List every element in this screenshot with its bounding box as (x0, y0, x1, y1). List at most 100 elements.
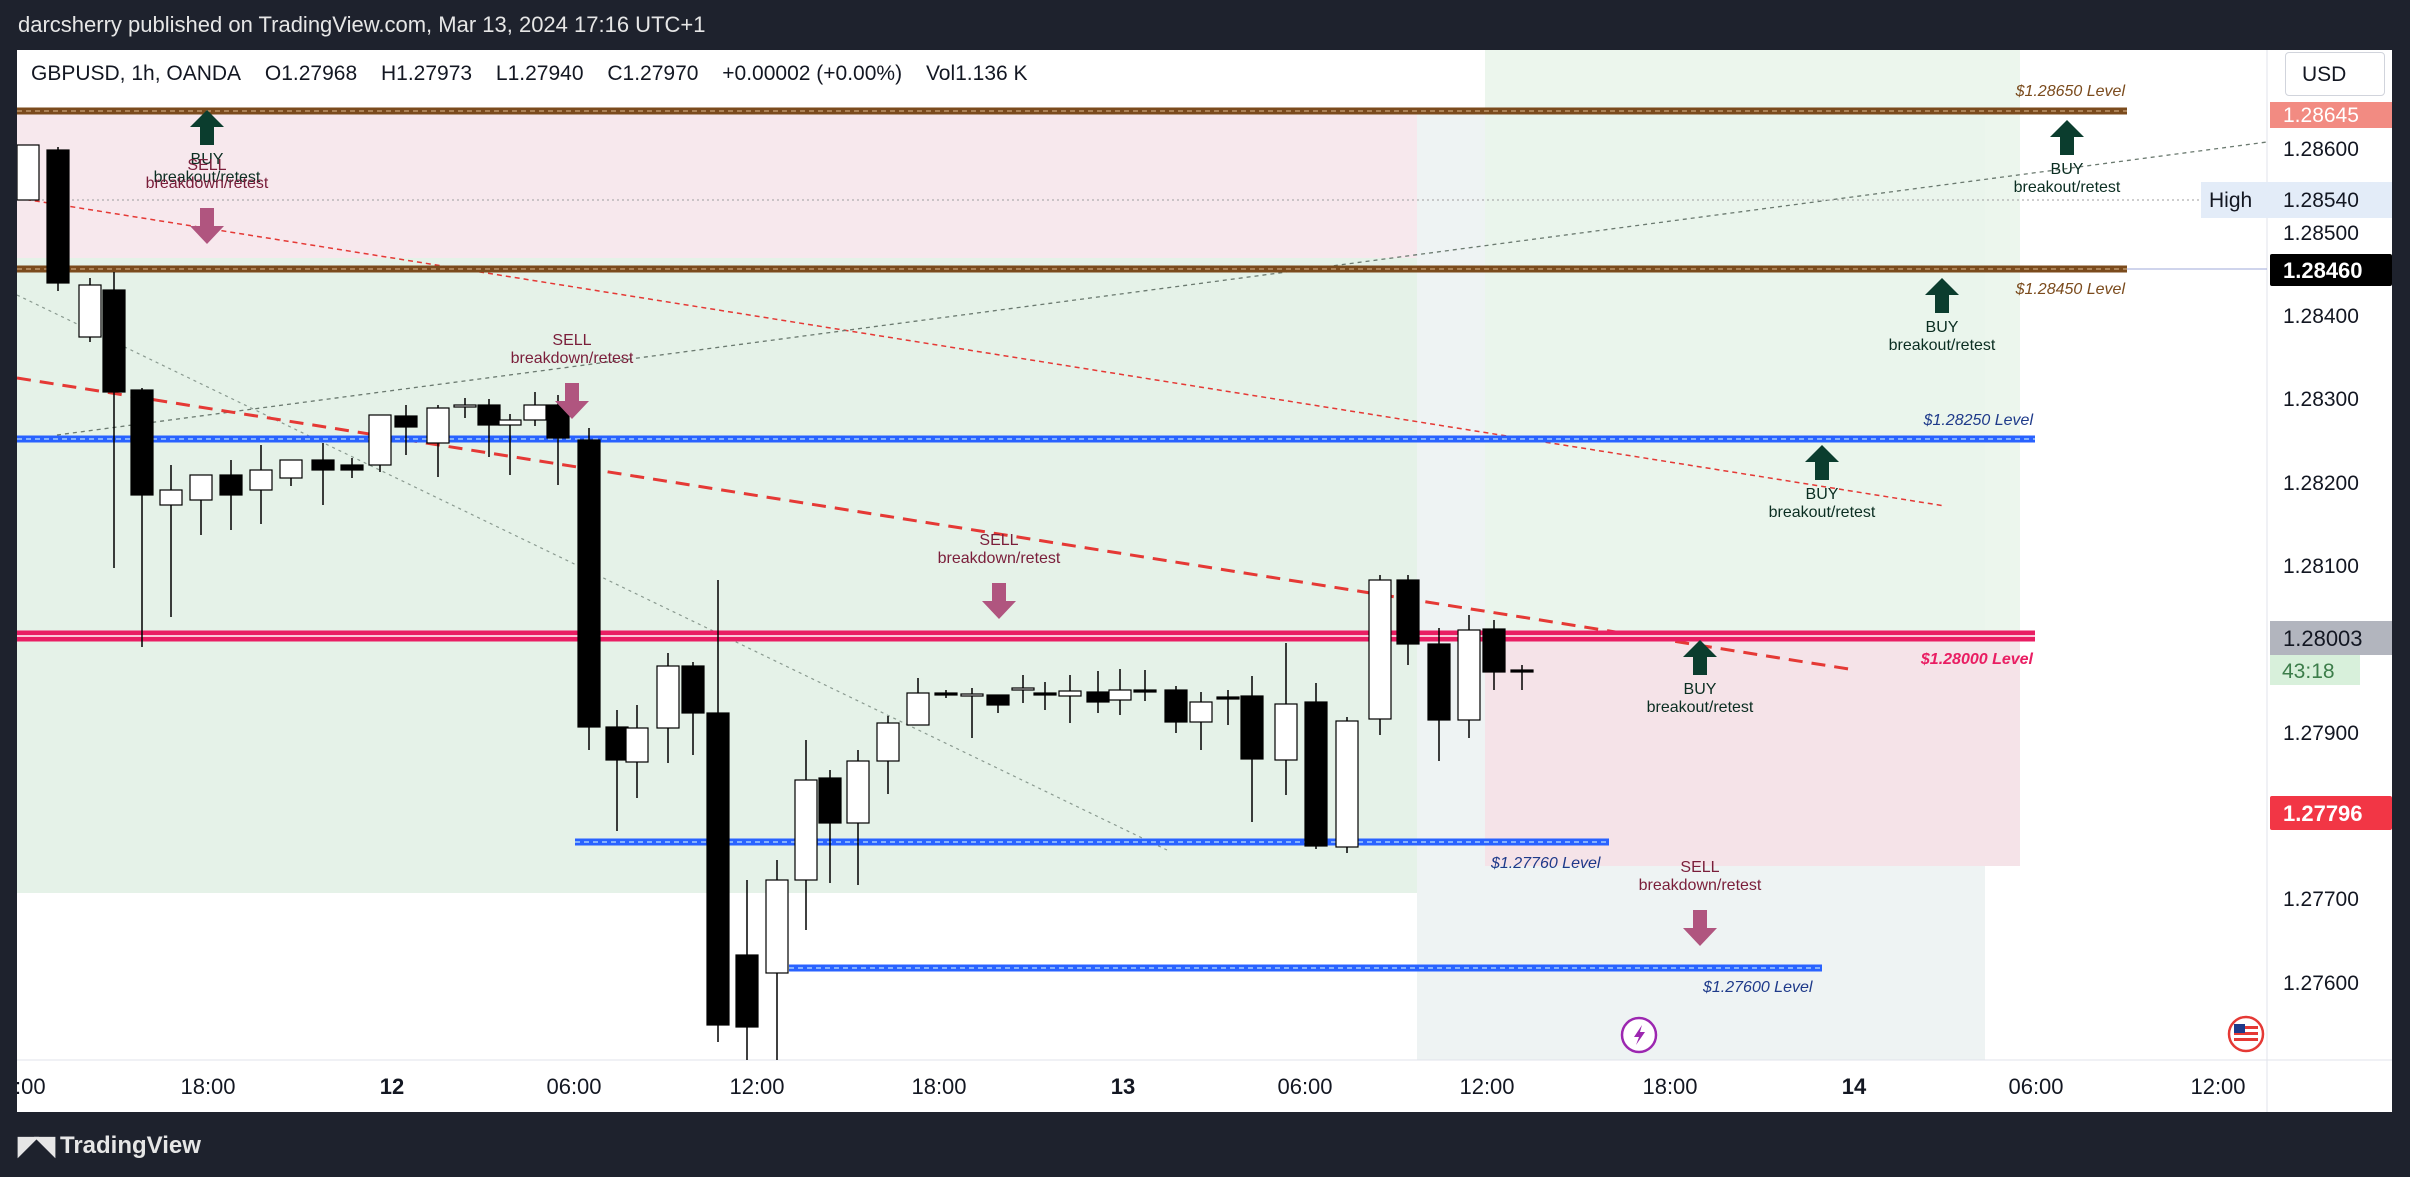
candle-body[interactable] (1164, 689, 1188, 723)
candle-body[interactable] (1368, 579, 1392, 720)
candle-body[interactable] (1274, 703, 1298, 761)
candle-body[interactable] (625, 727, 649, 763)
candle-body[interactable] (1427, 643, 1451, 721)
candle-body[interactable] (453, 404, 477, 408)
candle-body[interactable] (368, 414, 392, 466)
candle-body[interactable] (681, 665, 705, 714)
candle-body[interactable] (340, 464, 364, 471)
candle-body[interactable] (523, 404, 547, 421)
candle-body[interactable] (546, 404, 570, 439)
red-price-value: 1.27796 (2283, 801, 2363, 826)
time-axis-area (17, 1060, 2267, 1112)
candle-body[interactable] (1108, 689, 1132, 701)
candle-body[interactable] (189, 474, 213, 501)
time-axis[interactable]: :00 18:00 12 06:00 12:00 18:00 13 06:00 … (17, 1074, 2246, 1099)
countdown-bg (2270, 655, 2360, 685)
price-axis[interactable]: 1.28600 1.28500 1.28400 1.28300 1.28200 … (2201, 102, 2392, 995)
signal-detail-label: breakdown/retest (1639, 877, 1762, 894)
price-tick: 1.28500 (2283, 222, 2359, 245)
candle-body[interactable] (934, 692, 958, 696)
signal-detail-label: breakout/retest (1769, 504, 1876, 521)
us-flag-icon[interactable] (2227, 1015, 2265, 1053)
candle-body[interactable] (219, 474, 243, 496)
time-tick: 18:00 (1642, 1074, 1697, 1099)
candle-body[interactable] (986, 694, 1010, 706)
candle-body[interactable] (426, 407, 450, 444)
candle-body[interactable] (818, 777, 842, 824)
symbol-legend[interactable]: GBPUSD, 1h, OANDA O1.27968 H1.27973 L1.2… (31, 62, 1046, 86)
candle-body[interactable] (1240, 695, 1264, 760)
price-tick: 1.27900 (2283, 722, 2359, 745)
candle-body[interactable] (1189, 701, 1213, 723)
ohlc-close: C1.27970 (607, 62, 699, 85)
candlestick-series[interactable] (17, 144, 1534, 1060)
signal-type-label: BUY (1684, 681, 1717, 698)
trendline-falling-dashed[interactable] (17, 197, 1946, 507)
candle-body[interactable] (1086, 691, 1110, 703)
symbol-name[interactable]: GBPUSD, 1h, OANDA (31, 62, 242, 85)
ohlc-high: H1.27973 (381, 62, 473, 85)
tradingview-brand[interactable]: ◤◥ TradingView (18, 1130, 201, 1161)
candle-body[interactable] (605, 726, 629, 761)
time-tick: 12:00 (729, 1074, 784, 1099)
candle-body[interactable] (1335, 720, 1359, 848)
candle-body[interactable] (765, 879, 789, 974)
price-tick: 1.28400 (2283, 305, 2359, 328)
candle-body[interactable] (706, 712, 730, 1026)
candle-body[interactable] (78, 284, 102, 338)
candle-body[interactable] (1133, 689, 1157, 693)
candle-body[interactable] (498, 419, 522, 426)
candle-body[interactable] (17, 144, 40, 201)
ohlc-open: O1.27968 (264, 62, 358, 85)
candle-body[interactable] (249, 469, 273, 491)
signal-type-label: SELL (187, 157, 226, 174)
candle-body[interactable] (876, 722, 900, 762)
candle-body[interactable] (735, 954, 759, 1028)
sell-arrow-icon (1683, 910, 1717, 946)
candle-body[interactable] (906, 692, 930, 726)
signal-type-label: BUY (1806, 486, 1839, 503)
high-tag: High (2209, 189, 2252, 212)
time-tick: 06:00 (1277, 1074, 1332, 1099)
candle-body[interactable] (477, 404, 501, 426)
sell-arrow-icon (982, 583, 1016, 619)
trendline-main-red[interactable] (17, 376, 1856, 672)
time-tick: 12:00 (2190, 1074, 2245, 1099)
chart-canvas[interactable]: $1.28650 Level $1.28450 Level $1.28250 L… (17, 50, 2392, 1112)
price-tick: 1.28600 (2283, 138, 2359, 161)
candle-body[interactable] (1011, 687, 1035, 691)
time-tick: 12:00 (1459, 1074, 1514, 1099)
candle-body[interactable] (656, 665, 680, 729)
signal-type-label: BUY (191, 151, 224, 168)
candle-body[interactable] (46, 149, 70, 284)
candle-body[interactable] (130, 389, 154, 496)
candle-body[interactable] (794, 779, 818, 881)
price-label-top-bg (2270, 102, 2392, 128)
chart-panel[interactable]: $1.28650 Level $1.28450 Level $1.28250 L… (17, 50, 2392, 1112)
published-text: darcsherry published on TradingView.com,… (18, 12, 706, 37)
time-tick: :00 (17, 1074, 46, 1099)
candle-body[interactable] (1457, 629, 1481, 721)
candle-body[interactable] (1396, 579, 1420, 645)
candle-body[interactable] (279, 459, 303, 479)
candle-body[interactable] (394, 415, 418, 428)
candle-body[interactable] (1304, 701, 1328, 847)
trendline-rising-dotted[interactable] (56, 141, 2268, 436)
candle-body[interactable] (159, 489, 183, 506)
candle-body[interactable] (577, 439, 601, 728)
signal-detail-label: breakout/retest (2014, 179, 2121, 196)
candle-body[interactable] (1482, 628, 1506, 673)
candle-body[interactable] (1058, 690, 1082, 697)
candle-body[interactable] (1216, 696, 1240, 700)
candle-body[interactable] (102, 289, 126, 393)
candle-body[interactable] (960, 693, 984, 697)
candle-body[interactable] (846, 760, 870, 824)
candle-body[interactable] (311, 459, 335, 471)
candle-body[interactable] (1510, 669, 1534, 673)
price-tick: 1.27700 (2283, 888, 2359, 911)
currency-button[interactable]: USD (2285, 52, 2385, 96)
candle-body[interactable] (1033, 692, 1057, 696)
price-tick: 1.27600 (2283, 972, 2359, 995)
lightning-icon[interactable] (1620, 1016, 1658, 1054)
high-value: 1.28540 (2283, 189, 2359, 212)
